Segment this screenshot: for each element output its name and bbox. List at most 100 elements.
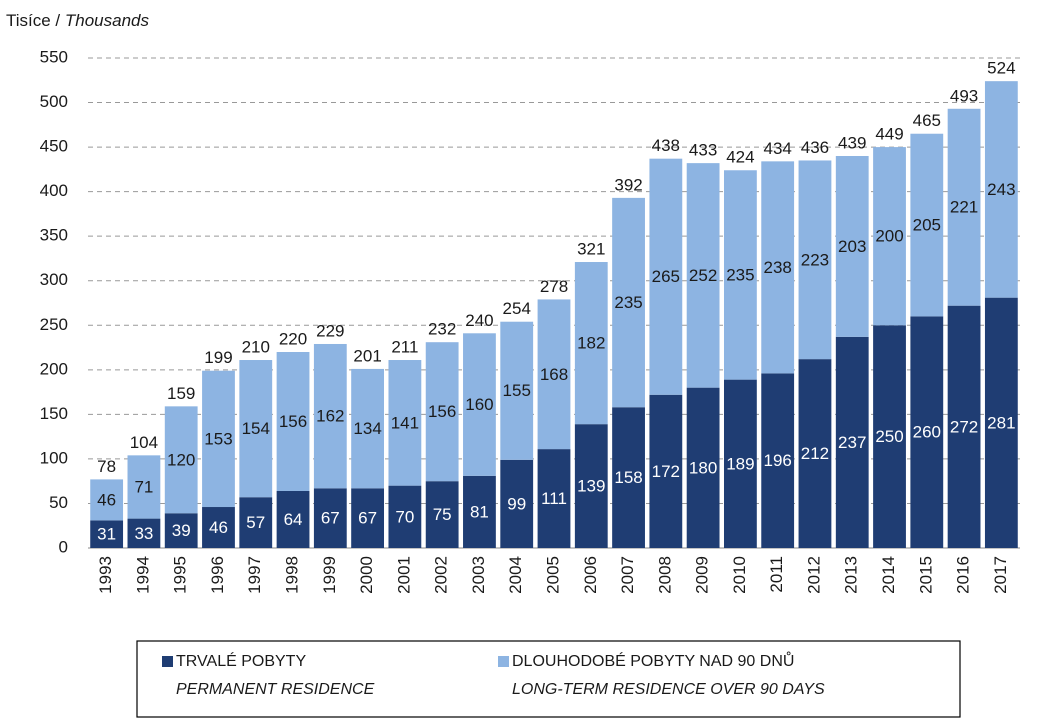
y-label-cz: Tisíce / [6,11,60,30]
data-label: 81 [470,502,489,521]
data-label: 141 [391,413,419,432]
x-tick-label: 2009 [693,556,712,594]
total-label: 104 [130,433,158,452]
y-tick-label: 0 [59,537,68,556]
total-label: 449 [875,125,903,144]
data-label: 64 [284,510,303,529]
data-label: 139 [577,477,605,496]
data-label: 67 [358,509,377,528]
x-tick-label: 1993 [96,556,115,594]
bar-segment [574,262,608,425]
data-label: 180 [689,458,717,477]
data-label: 235 [614,293,642,312]
bar-segment [500,321,534,460]
bar-segment [947,305,981,548]
total-label: 78 [97,457,116,476]
data-label: 196 [763,451,791,470]
data-label: 168 [540,365,568,384]
data-label: 243 [987,180,1015,199]
bar-segment [276,352,310,491]
y-tick-label: 450 [40,137,68,156]
y-tick-label: 200 [40,359,68,378]
bar-segment [947,108,981,306]
total-label: 210 [242,338,270,357]
y-label-en: Thousands [65,11,150,30]
data-label: 46 [97,490,116,509]
bar-segment [835,336,869,548]
data-label: 223 [801,250,829,269]
data-label: 111 [541,489,567,508]
bar-segment [984,81,1018,298]
total-label: 211 [391,338,418,357]
x-tick-label: 1998 [283,556,302,594]
data-label: 156 [428,402,456,421]
x-tick-label: 2003 [469,556,488,594]
bar-segment [761,161,795,374]
data-label: 272 [950,417,978,436]
bar-segment [723,170,757,380]
total-label: 433 [689,141,717,160]
x-tick-label: 2006 [581,556,600,594]
bar-segment [239,360,273,498]
total-label: 159 [167,384,195,403]
bar-segment [388,360,422,486]
bar-segment [351,488,385,548]
data-label: 154 [242,419,270,438]
total-label: 254 [503,299,531,318]
total-label: 438 [652,136,680,155]
legend-label: DLOUHODOBÉ POBYTY NAD 90 DNŮ [512,651,794,670]
bar-segment [537,299,571,450]
bar-segment [761,373,795,548]
total-label: 439 [838,133,866,152]
x-tick-label: 2000 [357,556,376,594]
bar-segment [351,368,385,489]
legend-label: TRVALÉ POBYTY [176,651,306,670]
total-label: 493 [950,86,978,105]
data-label: 153 [204,429,232,448]
bar-segment [612,197,645,408]
data-label: 221 [950,198,978,217]
bar-segment [276,490,310,548]
data-label: 265 [652,267,680,286]
x-tick-label: 1994 [133,556,152,594]
x-tick-label: 1999 [320,556,339,594]
total-label: 199 [204,348,232,367]
data-label: 71 [134,477,153,496]
legend-swatch [498,656,509,667]
bar-segment [612,407,645,548]
data-label: 238 [763,258,791,277]
data-label: 33 [134,524,153,543]
data-label: 120 [167,450,195,469]
data-label: 39 [172,521,191,540]
total-label: 524 [987,59,1015,78]
y-tick-label: 550 [40,47,68,66]
x-tick-label: 2013 [842,556,861,594]
data-label: 67 [321,509,340,528]
data-label: 237 [838,433,866,452]
data-label: 99 [507,494,526,513]
x-tick-label: 2016 [954,556,973,594]
legend-label-en: LONG-TERM RESIDENCE OVER 90 DAYS [512,681,825,698]
bar-segment [90,520,124,548]
bar-segment [910,316,944,548]
bar-segment [798,359,832,548]
y-tick-label: 250 [40,315,68,334]
data-label: 162 [316,407,344,426]
bar-segment [574,424,608,548]
bar-segment [463,475,496,548]
bar-segment [873,325,906,548]
bar-segment [873,147,906,326]
bar-segment [127,455,161,519]
bar-segment [649,158,683,395]
total-label: 434 [763,139,791,158]
x-tick-label: 2004 [506,556,525,594]
y-tick-label: 100 [40,448,68,467]
data-label: 156 [279,412,307,431]
x-tick-label: 1995 [171,556,190,594]
data-label: 281 [987,413,1015,432]
x-tick-label: 2011 [767,556,786,593]
bar-segment [463,333,496,476]
x-tick-label: 2007 [618,556,637,594]
data-label: 134 [353,419,381,438]
